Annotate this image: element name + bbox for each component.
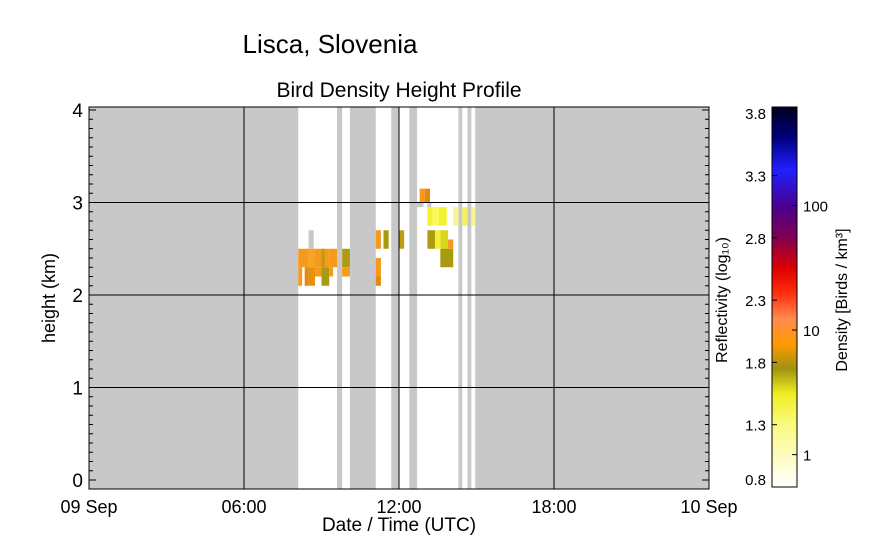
density-cell — [304, 267, 309, 286]
density-cell — [440, 248, 454, 268]
density-cell — [298, 267, 303, 286]
density-cell — [440, 230, 449, 249]
colorbar-scale — [771, 106, 798, 488]
y-tick-label: 4 — [72, 101, 83, 122]
density-cell — [329, 248, 337, 268]
density-cell — [342, 248, 350, 268]
density-cell — [375, 230, 381, 249]
density-cell — [419, 188, 425, 203]
colorbar-left-label: Reflectivity (log₁₀) — [714, 237, 731, 363]
no-data-cell — [417, 202, 424, 208]
density-cell — [325, 248, 330, 268]
density-cell — [321, 248, 326, 268]
no-data-column — [391, 107, 399, 489]
colorbar-left-tick-label: 1.3 — [745, 418, 766, 435]
density-cell — [435, 230, 441, 249]
density-cell — [308, 267, 316, 286]
x-tick-label: 12:00 — [376, 497, 421, 517]
density-cell — [308, 248, 316, 268]
no-data-column — [89, 107, 299, 489]
no-data-column — [458, 107, 463, 489]
density-cell — [375, 258, 381, 277]
density-cell — [315, 267, 322, 277]
x-tick-label: 09 Sep — [60, 497, 117, 517]
density-cell — [427, 207, 433, 226]
colorbar-right-label: Density [Birds / km³] — [834, 228, 851, 371]
density-cells — [298, 188, 476, 286]
x-tick-label: 10 Sep — [680, 497, 737, 517]
density-cell — [462, 207, 468, 226]
colorbar-left-tick-label: 3.3 — [745, 169, 766, 186]
y-tick-label: 2 — [72, 286, 83, 307]
colorbar: 3.8 3.3 2.8 2.3 1.8 1.3 0.8 100 10 1 Reflectivit… — [714, 106, 851, 489]
minor-ticks — [89, 109, 709, 481]
density-cell — [383, 230, 389, 249]
density-cell — [298, 248, 309, 268]
no-data-column — [409, 107, 418, 489]
no-data-column — [467, 107, 472, 489]
no-data-column — [349, 107, 376, 489]
density-cell — [315, 248, 322, 268]
density-cell — [342, 267, 350, 277]
density-cell — [427, 230, 436, 249]
y-tick-label: 3 — [72, 194, 83, 215]
colorbar-left-tick-label: 2.8 — [745, 231, 766, 248]
colorbar-left-tick-label: 0.8 — [745, 472, 766, 489]
no-data-column — [475, 107, 709, 489]
density-cell — [439, 207, 447, 226]
x-tick-labels: 09 Sep 06:00 12:00 18:00 10 Sep — [60, 497, 737, 517]
x-tick-label: 18:00 — [531, 497, 576, 517]
chart-title: Bird Density Height Profile — [276, 79, 521, 102]
density-cell — [432, 207, 440, 226]
grid-lines — [89, 107, 709, 489]
colorbar-right-tick-label: 100 — [803, 198, 828, 215]
density-cell — [399, 230, 405, 249]
colorbar-reflectivity-ticks: 3.8 3.3 2.8 2.3 1.8 1.3 0.8 — [745, 106, 777, 489]
colorbar-right-tick-label: 1 — [803, 448, 811, 465]
y-tick-label: 1 — [72, 379, 83, 400]
density-cell — [453, 207, 459, 226]
density-cell — [321, 267, 330, 286]
density-cell — [448, 239, 454, 249]
plot-area — [88, 106, 710, 490]
density-cell — [375, 276, 381, 286]
y-tick-labels: 0 1 2 3 4 — [72, 101, 83, 492]
page-title: Lisca, Slovenia — [243, 29, 418, 59]
density-cell — [329, 267, 334, 277]
density-cell — [424, 188, 430, 203]
colorbar-density-ticks: 100 10 1 — [792, 198, 828, 465]
x-axis-label: Date / Time (UTC) — [322, 515, 476, 536]
y-tick-label: 0 — [72, 471, 83, 492]
no-data-cell — [427, 202, 432, 208]
colorbar-left-tick-label: 1.8 — [745, 355, 766, 372]
y-axis-label: height (km) — [39, 253, 59, 343]
density-cell — [471, 207, 476, 226]
colorbar-right-tick-label: 10 — [803, 323, 820, 340]
no-data-column — [337, 107, 343, 489]
colorbar-left-tick-label: 3.8 — [745, 106, 766, 123]
colorbar-left-tick-label: 2.3 — [745, 293, 766, 310]
no-data-cell — [308, 230, 314, 249]
no-data-layer — [89, 107, 709, 489]
x-tick-label: 06:00 — [221, 497, 266, 517]
plot-frame — [88, 106, 710, 490]
